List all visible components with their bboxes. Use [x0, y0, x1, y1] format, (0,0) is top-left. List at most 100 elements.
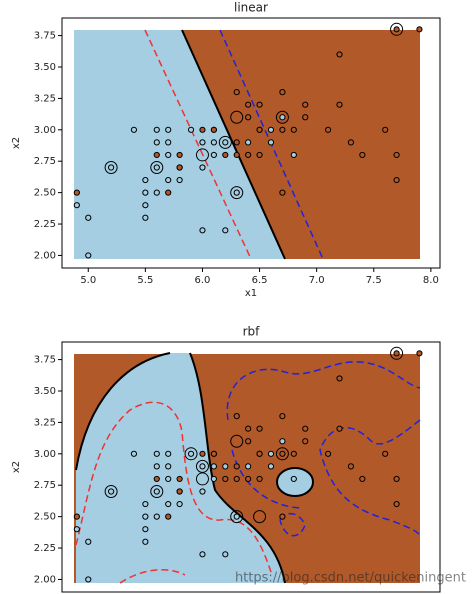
point [165, 475, 172, 483]
point [256, 475, 263, 483]
point [233, 151, 240, 159]
point [153, 126, 160, 133]
point [222, 551, 229, 558]
chart-title: rbf [243, 325, 261, 339]
point [176, 488, 183, 495]
point [245, 425, 252, 432]
point [153, 189, 160, 196]
point [176, 475, 183, 483]
point [210, 126, 217, 133]
y-tick-label: 3.00 [34, 449, 56, 460]
point [165, 176, 172, 184]
point [233, 189, 240, 196]
support-vector [230, 110, 244, 124]
point [245, 463, 252, 470]
support-vector [150, 160, 164, 174]
region-blue [76, 353, 285, 583]
point [279, 413, 286, 420]
point [187, 450, 195, 457]
point [256, 151, 263, 159]
point [233, 413, 240, 420]
point [176, 176, 183, 184]
point [279, 450, 286, 457]
point [153, 463, 160, 470]
watermark: https://blog.csdn.net/quickeningent [235, 571, 466, 586]
x-tick-label: 5.0 [80, 275, 96, 286]
point [142, 513, 149, 520]
point [256, 450, 263, 457]
point [176, 151, 183, 159]
support-vector [104, 484, 118, 498]
point [199, 164, 206, 171]
support-vector [230, 434, 244, 448]
x-tick-label: 7.5 [366, 275, 382, 286]
point [324, 126, 332, 133]
point [233, 463, 240, 470]
point [279, 189, 286, 196]
x-tick-label: 6.5 [252, 275, 268, 286]
point [336, 375, 343, 382]
point [130, 126, 138, 133]
point [382, 126, 389, 133]
point [199, 463, 206, 470]
point [302, 114, 309, 121]
point [302, 101, 309, 108]
support-vector [150, 484, 164, 498]
y-tick-label: 2.50 [34, 512, 56, 523]
point [142, 526, 149, 533]
point [85, 538, 92, 545]
point [245, 475, 252, 483]
point [210, 450, 217, 457]
point [222, 475, 229, 483]
point [290, 475, 297, 483]
point [290, 450, 297, 457]
point [108, 488, 115, 495]
point [279, 438, 286, 445]
y-tick-label: 2.75 [34, 480, 56, 491]
decision-boundary [75, 352, 286, 584]
point [142, 214, 149, 221]
point [222, 139, 229, 146]
point [73, 189, 80, 196]
y-tick-label: 3.25 [34, 93, 56, 104]
point [393, 151, 400, 159]
point [153, 450, 160, 457]
point [73, 526, 80, 533]
point [267, 463, 275, 470]
point [245, 114, 252, 121]
point [165, 139, 172, 146]
point [393, 475, 400, 483]
support-vector [253, 510, 267, 524]
support-vector [195, 459, 209, 473]
margin-lower [144, 29, 252, 260]
point [142, 189, 149, 196]
support-vector [195, 472, 209, 486]
plot-frame [61, 341, 441, 593]
x-tick-label: 6.0 [195, 275, 211, 286]
point [382, 450, 389, 457]
chart: rbf 2.00 2.25 2.50 2.75 3.00 3.25 3.50 3.75 x2 htt… [11, 325, 466, 593]
point [359, 151, 366, 159]
point [267, 450, 275, 457]
point [256, 101, 263, 108]
y-axis-label: x2 [11, 461, 22, 473]
point [199, 227, 206, 234]
point [416, 26, 423, 33]
support-vector [390, 346, 404, 360]
margin-lower [75, 401, 273, 584]
point [153, 475, 160, 483]
rbf-regions [74, 352, 421, 584]
point [279, 114, 286, 121]
point [393, 26, 400, 33]
y-axis-label: x2 [11, 137, 22, 149]
y-tick-label: 3.75 [34, 355, 56, 366]
point [142, 202, 149, 209]
y-tick-label: 3.50 [34, 386, 56, 397]
point [290, 151, 297, 159]
point [165, 151, 172, 159]
point [187, 126, 195, 133]
support-vector [390, 22, 404, 36]
point [73, 513, 80, 520]
point [222, 151, 229, 159]
decision-boundary [181, 29, 286, 260]
